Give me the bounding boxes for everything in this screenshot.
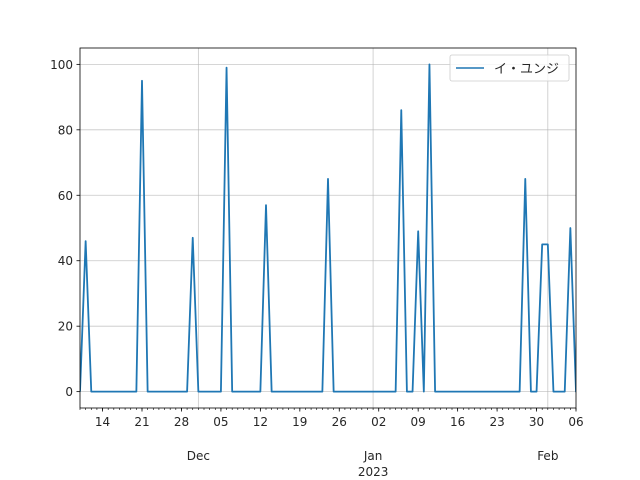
x-month-label: Jan <box>363 449 383 463</box>
x-tick-label: 28 <box>174 415 189 429</box>
x-tick-label: 19 <box>292 415 307 429</box>
x-month-label: Dec <box>187 449 210 463</box>
x-tick-label: 26 <box>332 415 347 429</box>
y-tick-label: 80 <box>58 123 73 137</box>
x-tick-label: 14 <box>95 415 110 429</box>
ticks: 0 20 40 60 80 100 14 21 28 05 12 19 26 02 09 16 23 30 06 De… <box>50 58 584 479</box>
y-tick-label: 20 <box>58 320 73 334</box>
x-tick-label: 12 <box>253 415 268 429</box>
y-tick-label: 40 <box>58 254 73 268</box>
y-tick-label: 0 <box>65 385 73 399</box>
x-month-label: Feb <box>537 449 558 463</box>
series-layer <box>80 63 576 393</box>
x-tick-label: 21 <box>134 415 149 429</box>
legend: イ・ユンジ <box>449 54 570 82</box>
x-tick-label: 06 <box>568 415 583 429</box>
x-year-label: 2023 <box>358 465 389 479</box>
y-tick-label: 100 <box>50 58 73 72</box>
x-tick-label: 30 <box>529 415 544 429</box>
x-tick-label: 05 <box>213 415 228 429</box>
legend-box <box>449 54 570 82</box>
x-tick-label: 09 <box>411 415 426 429</box>
x-tick-label: 23 <box>489 415 504 429</box>
legend-label: イ・ユンジ <box>494 62 559 77</box>
y-tick-label: 60 <box>58 189 73 203</box>
x-tick-label: 16 <box>450 415 465 429</box>
x-tick-label: 02 <box>371 415 386 429</box>
series-line <box>80 63 576 393</box>
